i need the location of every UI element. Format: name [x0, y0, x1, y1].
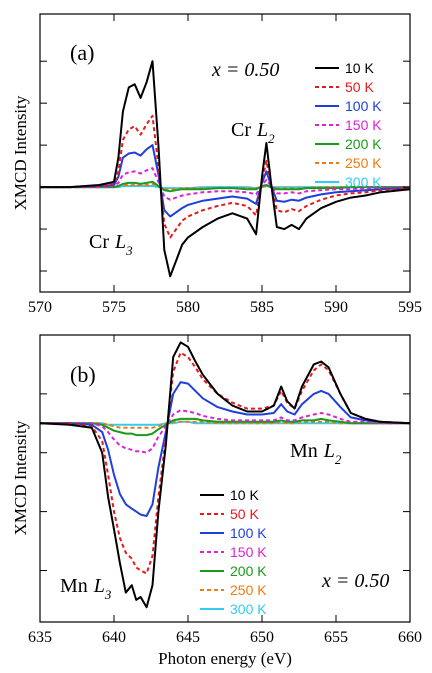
x-tick-label: 575 [102, 299, 126, 316]
panel-a-ylabel: XMCD Intensity [11, 95, 30, 210]
panel-a: 570 575 580 585 590 595 (a) x = 0.50 Cr L2 Cr L… [11, 13, 422, 316]
panel-b-l2-edge: L [323, 440, 335, 462]
panel-a-x-annotation: x = 0.50 [211, 59, 279, 81]
x-tick-label: 585 [250, 299, 274, 316]
panel-a-ticks: 570 575 580 585 590 595 [28, 14, 422, 316]
legend-label: 300 K [230, 601, 267, 617]
x-tick-label: 590 [324, 299, 348, 316]
series-line-50k [40, 351, 411, 575]
x-tick-label: 640 [102, 629, 126, 646]
panel-b-series-group [39, 341, 411, 609]
legend-label: 150 K [230, 544, 267, 560]
legend-label: 10 K [345, 60, 374, 76]
panel-a-series-group [40, 60, 411, 278]
x-tick-label: 595 [398, 299, 422, 316]
panel-a-legend: 10 K 50 K 100 K 150 K 200 K 250 K 300 K [315, 60, 382, 190]
x-tick-label: 580 [176, 299, 200, 316]
x-tick-label: 660 [398, 629, 422, 646]
legend-label: 250 K [345, 155, 382, 171]
panel-b-l3-edge: L [93, 575, 105, 597]
series-line-100k [40, 381, 411, 517]
legend-label: 300 K [345, 174, 382, 190]
panel-a-l2-edge: L [256, 119, 268, 141]
panel-a-l3-sub: 3 [125, 243, 133, 258]
panel-b-l3-sub: 3 [104, 587, 112, 602]
legend-label: 100 K [230, 525, 267, 541]
x-tick-label: 645 [176, 629, 200, 646]
x-tick-label: 650 [250, 629, 274, 646]
panel-a-l3-element: Cr [89, 231, 109, 253]
x-axis-label: Photon energy (eV) [158, 649, 292, 668]
panel-b-l2-sub: 2 [335, 452, 342, 467]
panel-b-l2-element: Mn [290, 440, 318, 462]
panel-b-mn-l2-label: Mn L2 [290, 440, 342, 467]
legend-label: 100 K [345, 98, 382, 114]
legend-label: 150 K [345, 117, 382, 133]
series-line-10k [39, 341, 411, 609]
panel-a-l2-sub: 2 [268, 131, 275, 146]
legend-label: 250 K [230, 582, 267, 598]
panel-b-l3-element: Mn [60, 575, 88, 597]
series-line-10k [40, 60, 411, 278]
x-tick-label: 655 [324, 629, 348, 646]
legend-label: 10 K [230, 487, 259, 503]
panel-a-l3-edge: L [114, 231, 126, 253]
legend-label: 200 K [345, 136, 382, 152]
panel-a-frame [39, 13, 411, 293]
series-line-300k [40, 420, 410, 426]
panel-b-ticks: 635 640 645 650 655 660 [28, 334, 422, 646]
x-tick-label: 570 [28, 299, 52, 316]
panel-b: 635 640 645 650 655 660 (b) Mn L2 x = 0.50 Mn L… [11, 334, 422, 668]
panel-b-legend: 10 K 50 K 100 K 150 K 200 K 250 K 300 K [200, 487, 267, 617]
legend-label: 50 K [345, 79, 374, 95]
series-line-200k [40, 417, 410, 437]
series-line-250k [40, 420, 410, 429]
series-line-200k [40, 180, 410, 193]
panel-b-ylabel: XMCD Intensity [11, 420, 30, 535]
panel-a-cr-l3-label: Cr L3 [89, 231, 133, 258]
panel-a-l2-element: Cr [231, 119, 251, 141]
series-line-50k [40, 114, 411, 239]
panel-a-label: (a) [70, 40, 94, 65]
series-line-100k [40, 144, 411, 218]
panel-b-frame [39, 334, 411, 623]
series-line-150k [40, 409, 410, 454]
legend-label: 200 K [230, 563, 267, 579]
panel-b-mn-l3-label: Mn L3 [60, 575, 112, 602]
series-line-150k [40, 167, 411, 201]
panel-b-label: (b) [70, 362, 96, 387]
panel-b-x-annotation: x = 0.50 [321, 570, 389, 592]
panel-a-cr-l2-label: Cr L2 [231, 119, 275, 146]
x-tick-label: 635 [28, 629, 52, 646]
legend-label: 50 K [230, 506, 259, 522]
